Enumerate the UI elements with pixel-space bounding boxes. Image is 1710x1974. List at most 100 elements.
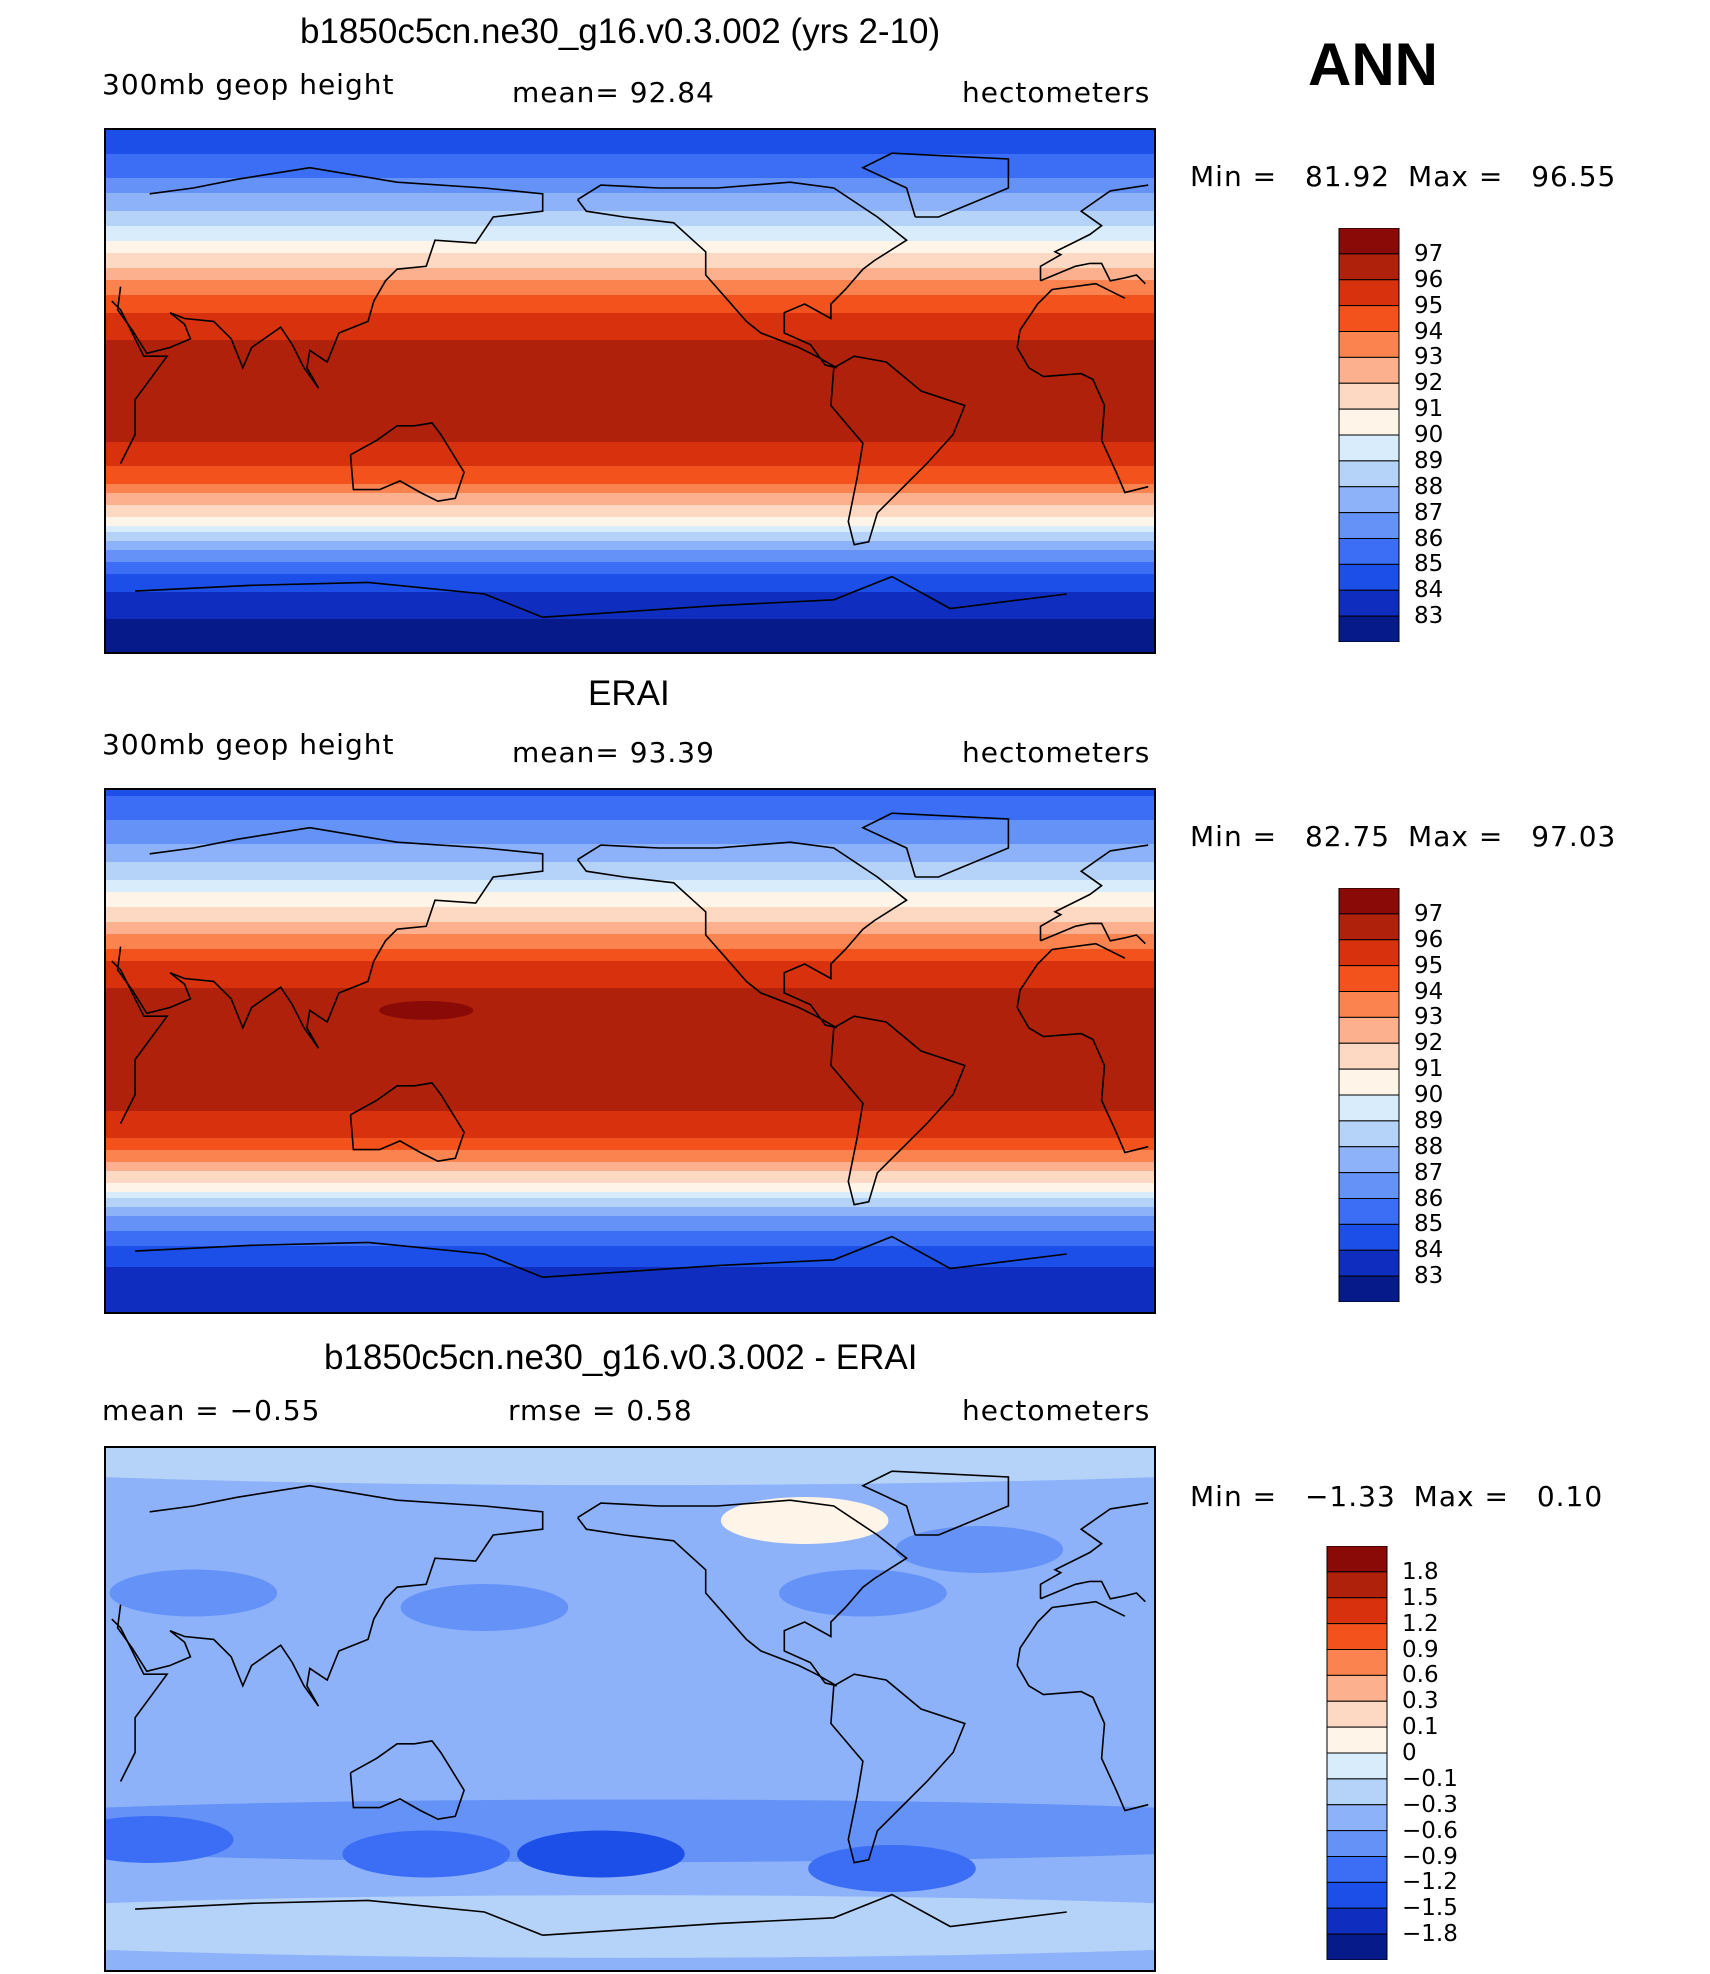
panel-1-antarctica-outline-1 <box>135 581 543 618</box>
panel-2-colorbar-swatch <box>1338 1016 1400 1044</box>
panel-1-band <box>106 247 1154 251</box>
panel-2-band <box>106 1039 1154 1043</box>
panel-2-max-blob <box>379 1001 474 1020</box>
panel-3-max-label: Max = <box>1413 1480 1509 1513</box>
panel-1-colorbar-label: 92 <box>1414 370 1444 397</box>
panel-2-band <box>106 982 1154 986</box>
panel-1-band <box>106 325 1154 329</box>
panel-1-band <box>106 556 1154 560</box>
panel-1-colorbar-label: 88 <box>1414 473 1444 500</box>
panel-1-band <box>106 313 1154 317</box>
panel-2-band <box>106 1057 1154 1061</box>
panel-1-band <box>106 244 1154 248</box>
panel-2-band <box>106 1306 1154 1310</box>
panel-2-band <box>106 1108 1154 1112</box>
panel-1-band <box>106 268 1154 272</box>
panel-3-colorbar-label: 0.9 <box>1402 1636 1439 1663</box>
panel-2-band <box>106 826 1154 830</box>
panel-2-band <box>106 934 1154 938</box>
panel-2-band <box>106 1159 1154 1163</box>
panel-1-band <box>106 322 1154 326</box>
panel-1-band <box>106 199 1154 203</box>
panel-3-stats: Min = −1.33 Max = 0.10 <box>1190 1480 1603 1513</box>
panel-2-colorbar-label: 95 <box>1414 952 1444 979</box>
panel-3-anomaly-0 <box>106 1448 1154 1486</box>
panel-2-band <box>106 1069 1154 1073</box>
panel-2-colorbar-swatch <box>1338 1223 1400 1251</box>
panel-1-band <box>106 238 1154 242</box>
panel-1-colorbar-label: 89 <box>1414 447 1444 474</box>
panel-2-band <box>106 1303 1154 1307</box>
panel-2-band <box>106 1273 1154 1277</box>
panel-1-colorbar-swatch <box>1338 305 1400 332</box>
panel-3-colorbar-label: 1.5 <box>1402 1584 1439 1611</box>
panel-1-band <box>106 472 1154 476</box>
panel-1-band <box>106 580 1154 584</box>
panel-2-band <box>106 904 1154 908</box>
panel-3-colorbar: 1.8 1.5 1.2 0.9 0.6 0.3 0.1 0 −0.1 −0.3 −0.6 −0.9 −1… <box>1326 1546 1458 1960</box>
panel-2-band <box>106 1060 1154 1064</box>
panel-2-band <box>106 835 1154 839</box>
panel-1-band <box>106 484 1154 488</box>
panel-2-band <box>106 1117 1154 1121</box>
panel-2-band <box>106 1012 1154 1016</box>
panel-1-band <box>106 163 1154 167</box>
panel-2-band <box>106 946 1154 950</box>
panel-2-colorbar-label: 96 <box>1414 926 1444 953</box>
panel-1-band <box>106 550 1154 554</box>
panel-1-band <box>106 478 1154 482</box>
panel-1-band <box>106 532 1154 536</box>
panel-1-band <box>106 493 1154 497</box>
panel-1-band <box>106 418 1154 422</box>
panel-2-band <box>106 940 1154 944</box>
panel-2-band <box>106 1027 1154 1031</box>
panel-1-band <box>106 505 1154 509</box>
panel-2-band <box>106 1063 1154 1067</box>
panel-3-colorbar-swatch <box>1326 1649 1388 1676</box>
panel-2-band <box>106 1135 1154 1139</box>
panel-1-band <box>106 187 1154 191</box>
panel-2-band <box>106 1171 1154 1175</box>
panel-1-band <box>106 385 1154 389</box>
panel-1-band <box>106 391 1154 395</box>
panel-3-min-value: −1.33 <box>1304 1480 1396 1513</box>
panel-1-band <box>106 601 1154 605</box>
panel-1-band <box>106 442 1154 446</box>
panel-1-band <box>106 289 1154 293</box>
panel-2-band <box>106 814 1154 818</box>
panel-1-band <box>106 400 1154 404</box>
panel-2-band <box>106 1201 1154 1205</box>
panel-2-eurasia-outline-2 <box>1040 922 1146 945</box>
panel-2-band <box>106 1138 1154 1142</box>
panel-2-band <box>106 1192 1154 1196</box>
panel-2-band <box>106 1231 1154 1235</box>
panel-2-band <box>106 1078 1154 1082</box>
panel-1-band <box>106 136 1154 140</box>
panel-2-band <box>106 859 1154 863</box>
panel-1-band <box>106 286 1154 290</box>
panel-1-band <box>106 142 1154 146</box>
panel-2-band <box>106 1000 1154 1004</box>
panel-1-band <box>106 571 1154 575</box>
panel-2-band <box>106 1276 1154 1280</box>
panel-1-colorbar-svg <box>1338 228 1400 642</box>
panel-1-band <box>106 415 1154 419</box>
panel-1-band <box>106 145 1154 149</box>
panel-2-colorbar-label: 87 <box>1414 1159 1444 1186</box>
panel-2-band <box>106 1240 1154 1244</box>
panel-1-band <box>106 424 1154 428</box>
panel-3-colorbar-swatch <box>1326 1778 1388 1806</box>
panel-1-band <box>106 304 1154 308</box>
panel-1-band <box>106 295 1154 299</box>
panel-2-band <box>106 1297 1154 1301</box>
panel-3-max-value: 0.10 <box>1536 1480 1604 1513</box>
panel-2-band <box>106 832 1154 836</box>
panel-2-band <box>106 991 1154 995</box>
panel-1-band <box>106 298 1154 302</box>
panel-2-antarctica-outline-1 <box>135 1241 543 1278</box>
panel-3-anomaly-7 <box>106 1816 234 1863</box>
panel-1-band <box>106 256 1154 260</box>
panel-1-band <box>106 598 1154 602</box>
panel-2-band <box>106 907 1154 911</box>
panel-2-band <box>106 796 1154 800</box>
